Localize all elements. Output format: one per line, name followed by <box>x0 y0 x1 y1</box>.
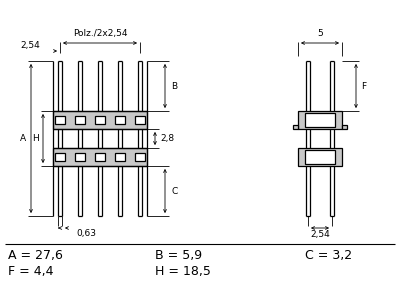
Text: 2,54: 2,54 <box>20 41 40 50</box>
Text: 5: 5 <box>317 29 323 38</box>
Bar <box>53 111 147 129</box>
Bar <box>75 153 85 161</box>
Bar <box>95 116 105 124</box>
Bar <box>115 153 125 161</box>
Text: B = 5,9: B = 5,9 <box>155 250 202 263</box>
Bar <box>305 113 335 127</box>
Bar <box>55 116 65 124</box>
Text: 2,8: 2,8 <box>160 134 174 143</box>
Bar <box>305 150 335 164</box>
Bar <box>55 153 65 161</box>
Text: A = 27,6: A = 27,6 <box>8 250 63 263</box>
Bar <box>75 116 85 124</box>
Text: A: A <box>20 134 26 143</box>
Bar <box>115 116 125 124</box>
Text: H = 18,5: H = 18,5 <box>155 266 211 279</box>
Bar <box>293 125 298 129</box>
Bar <box>298 111 342 129</box>
Bar <box>135 153 145 161</box>
Text: F: F <box>361 81 366 91</box>
Bar <box>342 125 347 129</box>
Text: H: H <box>32 134 39 143</box>
Text: C = 3,2: C = 3,2 <box>305 250 352 263</box>
Text: F = 4,4: F = 4,4 <box>8 266 54 279</box>
Text: B: B <box>171 81 177 91</box>
Text: Polz./2x2,54: Polz./2x2,54 <box>73 29 127 38</box>
Bar <box>298 148 342 166</box>
Text: 0,63: 0,63 <box>76 229 96 238</box>
Bar <box>95 153 105 161</box>
Bar <box>53 148 147 166</box>
Bar <box>135 116 145 124</box>
Text: 2,54: 2,54 <box>310 230 330 239</box>
Text: C: C <box>171 186 177 195</box>
